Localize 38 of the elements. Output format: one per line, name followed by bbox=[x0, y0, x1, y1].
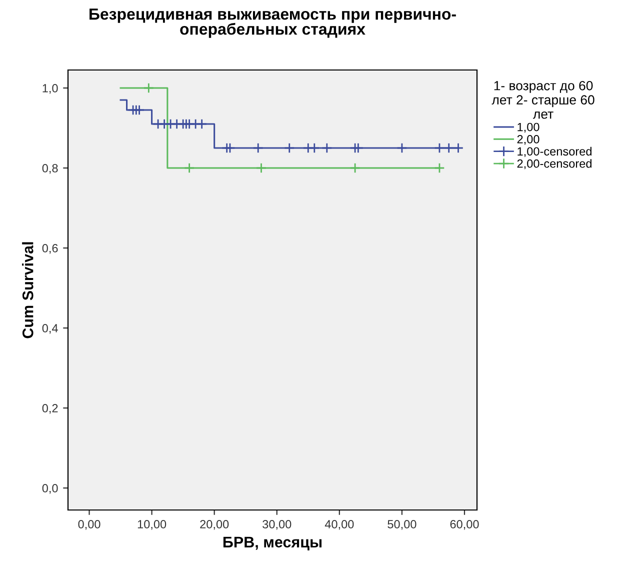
point bbox=[396, 142, 408, 154]
point bbox=[352, 142, 364, 154]
legend-label: 2,00-censored bbox=[517, 159, 592, 170]
y-tick-label: 1,0 bbox=[42, 84, 58, 94]
x-tick-label: 0,00 bbox=[78, 520, 100, 530]
x-tick-label: 20,00 bbox=[200, 520, 229, 530]
y-axis-title: Cum Survival bbox=[22, 242, 34, 338]
point bbox=[309, 142, 320, 154]
point bbox=[134, 104, 145, 116]
point bbox=[224, 142, 236, 154]
x-axis-title: БРВ, месяцы bbox=[223, 536, 322, 550]
x-tick-label: 40,00 bbox=[324, 520, 354, 530]
chart-title: Безрецидивная выживаемость при первично- операбельных стадиях bbox=[90, 8, 456, 38]
point bbox=[434, 142, 445, 154]
point bbox=[350, 162, 360, 174]
point bbox=[184, 162, 195, 174]
point bbox=[434, 162, 445, 174]
y-tick-label: 0,2 bbox=[42, 404, 58, 414]
y-tick-label: 0,6 bbox=[42, 244, 58, 254]
legend-title: 1- возраст до 60 лет 2- старше 60 лет bbox=[492, 80, 594, 119]
x-tick-label: 30,00 bbox=[262, 520, 292, 530]
y-tick-label: 0,0 bbox=[42, 484, 58, 494]
legend-label: 1,00-censored bbox=[518, 146, 592, 157]
point bbox=[256, 162, 267, 174]
x-tick-label: 60,00 bbox=[450, 520, 479, 530]
legend-label: 1,00 bbox=[518, 122, 540, 133]
x-tick-label: 10,00 bbox=[138, 520, 166, 530]
legend-label: 2,00 bbox=[517, 135, 540, 145]
point bbox=[143, 82, 154, 94]
point bbox=[322, 142, 332, 154]
point bbox=[452, 142, 464, 154]
x-tick-label: 50,00 bbox=[388, 520, 416, 530]
point bbox=[444, 142, 454, 154]
point bbox=[252, 142, 264, 154]
y-tick-label: 0,4 bbox=[42, 324, 58, 334]
y-tick-label: 0,8 bbox=[42, 164, 58, 174]
point bbox=[196, 118, 208, 130]
point bbox=[284, 142, 295, 154]
